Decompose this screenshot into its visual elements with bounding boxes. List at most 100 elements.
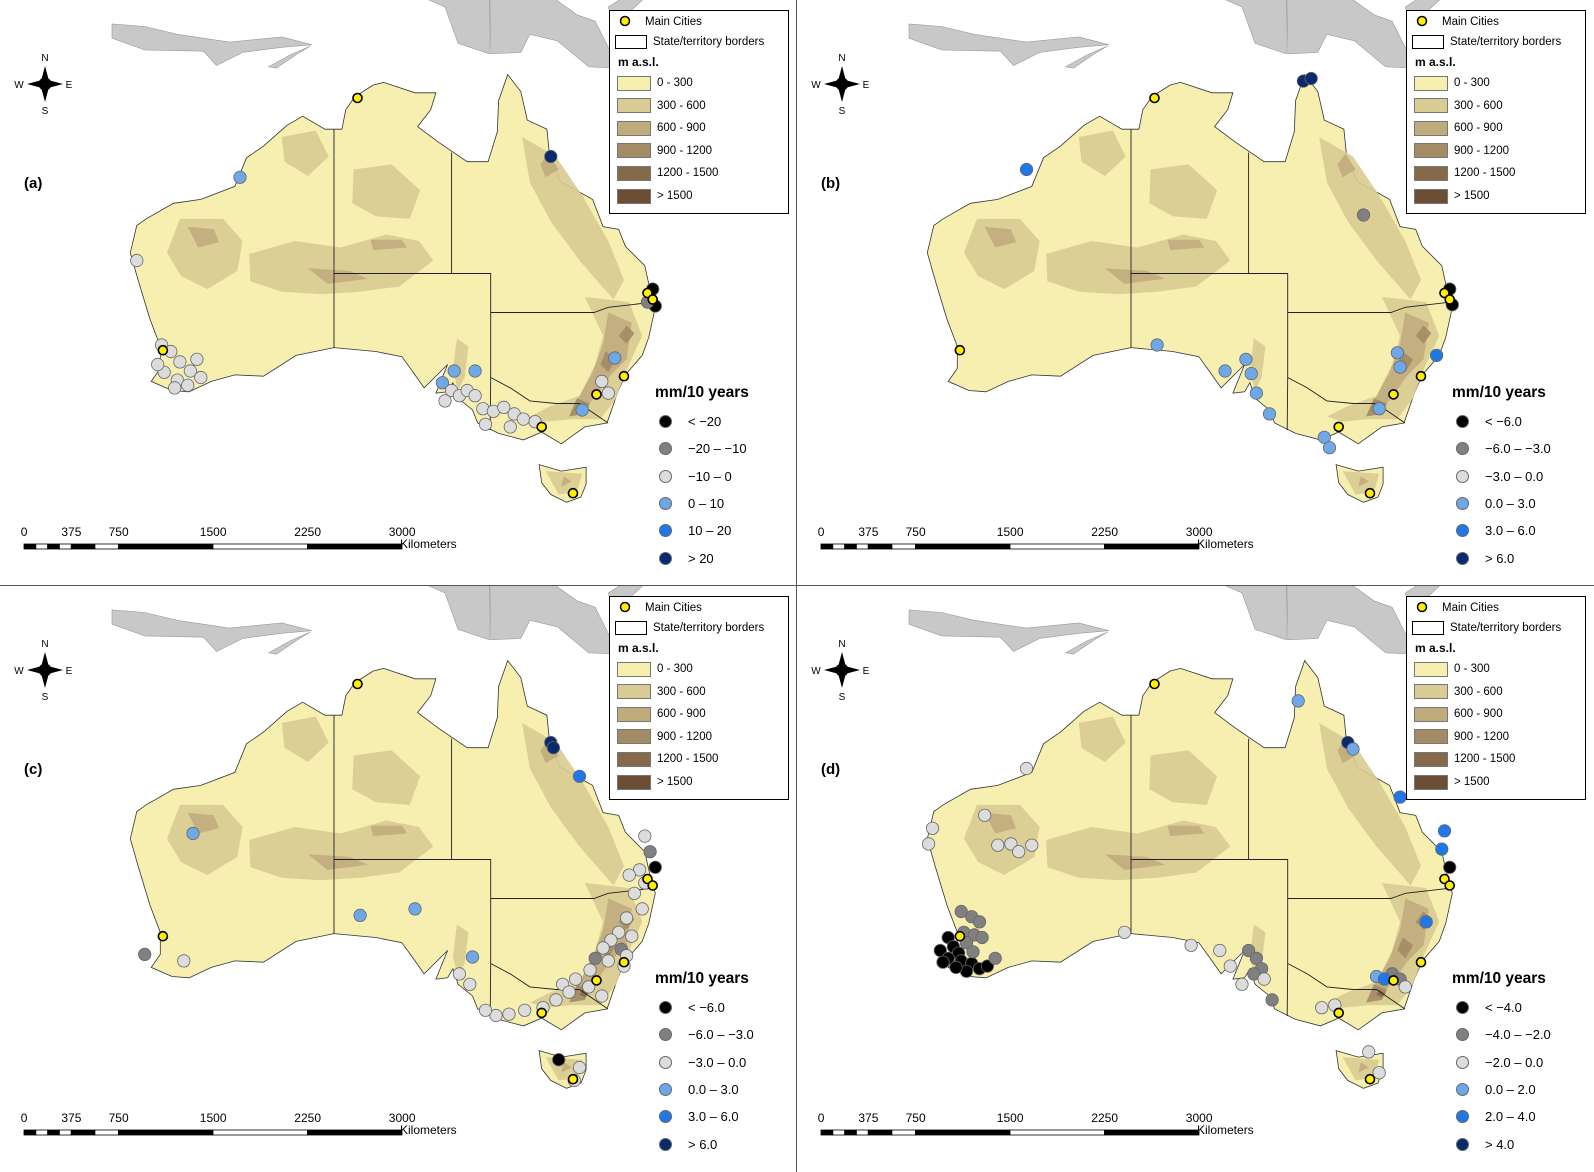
elevation-class-label: 300 - 600 (657, 685, 706, 698)
elevation-class-label: 900 - 1200 (657, 144, 712, 157)
trend-class-label: 10 – 20 (688, 523, 732, 539)
elevation-class: > 1500 (1414, 187, 1490, 205)
trend-class-label: −4.0 – −2.0 (1485, 1027, 1551, 1043)
trend-swatch (659, 415, 672, 429)
elevation-patch (249, 820, 434, 881)
map-canvas: N S E W (811, 586, 1457, 1136)
map-panel: N S E W 0 375 750 1500 2250 3000 Kilometers (d) Main… (797, 586, 1594, 1172)
station-marker (194, 370, 208, 385)
station-marker (183, 364, 197, 378)
trend-class: > 4.0 (1452, 1130, 1592, 1157)
trend-swatch (659, 442, 672, 456)
trend-class: −4.0 – −2.0 (1452, 1021, 1592, 1048)
trend-class-label: −10 – 0 (688, 468, 732, 484)
elevation-swatch (617, 706, 651, 722)
station-marker (575, 403, 589, 417)
station-marker (972, 915, 987, 929)
elevation-legend-title: m a.s.l. (1415, 641, 1456, 655)
station-marker (233, 170, 247, 184)
elevation-swatch (1414, 75, 1448, 91)
state-border (451, 738, 492, 1017)
trend-swatch (1456, 1137, 1469, 1151)
trend-class-label: 0.0 – 3.0 (688, 1082, 739, 1098)
station-marker (643, 845, 657, 859)
trend-swatch (1456, 415, 1469, 429)
station-marker (463, 977, 477, 991)
station-marker (497, 400, 511, 414)
elevation-patch (166, 804, 243, 876)
trend-class-label: −6.0 – −3.0 (688, 1027, 754, 1043)
neighbour-landmass (489, 586, 620, 655)
station-marker (954, 904, 968, 919)
city-marker (1333, 421, 1345, 433)
neighbour-landmass (1286, 586, 1417, 655)
elevation-swatch (1414, 143, 1448, 159)
legend-main-cities-label: Main Cities (1442, 602, 1499, 614)
station-marker (478, 1003, 493, 1017)
elevation-patch (1149, 164, 1218, 219)
station-marker (922, 837, 936, 851)
station-marker (1235, 977, 1249, 991)
panel-label: (b) (821, 175, 841, 192)
elevation-class-label: 1200 - 1500 (657, 167, 719, 180)
border-swatch (615, 35, 647, 49)
elevation-patch (1358, 1062, 1369, 1073)
trend-swatch (1456, 1110, 1469, 1124)
elevation-class-label: 600 - 900 (657, 122, 706, 135)
station-marker (353, 908, 367, 922)
state-border (1287, 887, 1452, 899)
elevation-class-label: 0 - 300 (1454, 77, 1490, 89)
station-marker (546, 741, 561, 755)
map-canvas: N S E W (14, 586, 662, 1136)
trend-class: −20 – −10 (655, 435, 795, 462)
station-marker (552, 1053, 566, 1067)
elevation-patch (166, 218, 243, 290)
elevation-class: 600 - 900 (617, 705, 706, 723)
station-marker (1437, 824, 1452, 838)
city-marker (1149, 678, 1160, 690)
elevation-swatch (1414, 774, 1448, 790)
station-marker (502, 1007, 516, 1021)
station-marker (625, 929, 639, 943)
elevation-class: 600 - 900 (1414, 119, 1503, 137)
trend-class: 3.0 – 6.0 (655, 1103, 795, 1130)
elevation-class: > 1500 (617, 187, 693, 205)
city-marker-icon (619, 601, 631, 613)
station-marker (478, 417, 493, 431)
city-marker (536, 421, 548, 433)
station-marker (1429, 348, 1444, 362)
elevation-patch (352, 750, 421, 805)
elevation-class-label: > 1500 (657, 190, 693, 202)
scale-tick-label: 375 (61, 525, 82, 539)
trend-class: −3.0 – 0.0 (655, 1049, 795, 1076)
elevation-patch (984, 812, 1017, 834)
station-marker (181, 378, 195, 392)
elevation-legend-title: m a.s.l. (618, 641, 659, 655)
station-marker (978, 808, 992, 822)
station-marker (1322, 441, 1337, 455)
station-marker (562, 985, 576, 999)
elevation-swatch (617, 165, 651, 181)
elevation-class-label: > 1500 (1454, 190, 1490, 202)
neighbour-landmass (111, 23, 312, 66)
station-marker (1393, 360, 1407, 374)
legend-main-cities-label: Main Cities (1442, 16, 1499, 28)
elevation-class-label: 300 - 600 (657, 99, 706, 112)
neighbour-landmass (428, 0, 490, 55)
elevation-class-label: 600 - 900 (1454, 122, 1503, 135)
scale-unit-label: Kilometers (400, 537, 457, 551)
elevation-swatch (617, 98, 651, 114)
station-marker (1356, 208, 1371, 222)
elevation-class: 1200 - 1500 (1414, 164, 1515, 182)
elevation-patch (249, 234, 434, 295)
city-marker-icon (1416, 15, 1428, 27)
elevation-legend: Main Cities State/territory borders m a.s.… (1406, 596, 1586, 800)
elevation-patch (1167, 825, 1205, 837)
elevation-swatch (617, 729, 651, 745)
trend-class-label: 3.0 – 6.0 (1485, 523, 1536, 539)
scale-tick-label: 1500 (199, 1111, 227, 1125)
elevation-class-label: > 1500 (657, 776, 693, 788)
trend-class-label: 0 – 10 (688, 496, 725, 512)
trend-class: 0.0 – 3.0 (1452, 490, 1592, 517)
